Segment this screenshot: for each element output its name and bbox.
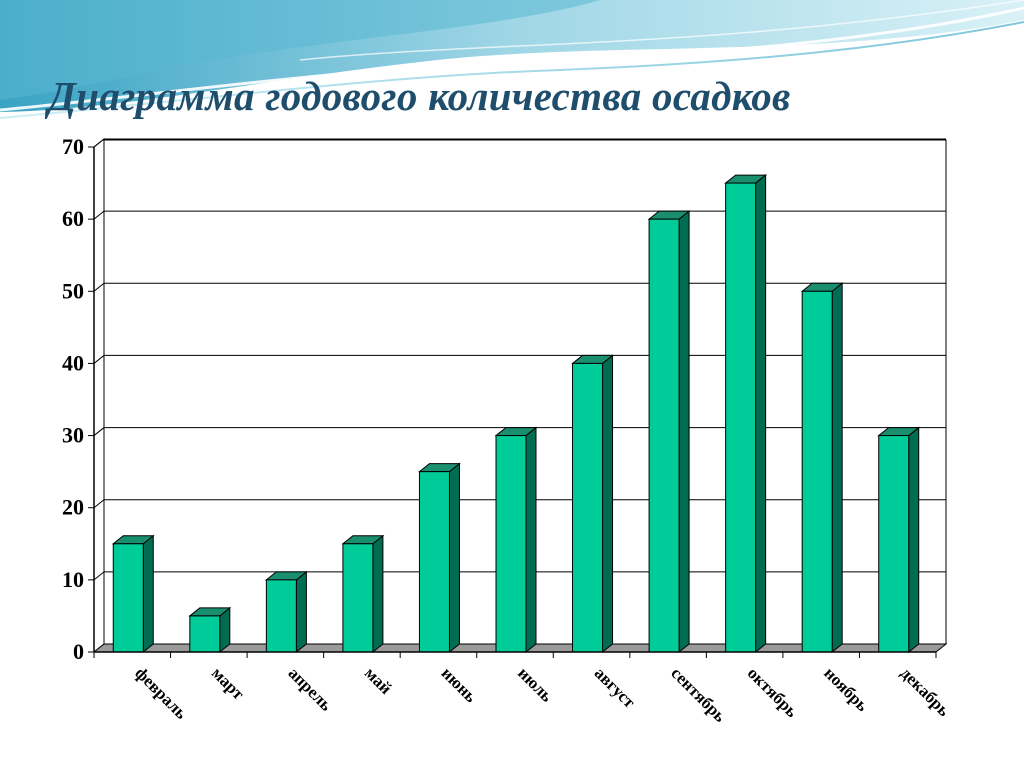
x-tick-label: октябрь	[744, 663, 802, 721]
gridline-depth	[93, 210, 105, 220]
x-tick-label: апрель	[285, 663, 336, 714]
y-tick-label: 30	[62, 423, 84, 448]
bar-front	[725, 182, 757, 653]
bar-front	[801, 290, 833, 653]
y-tick-label: 50	[62, 278, 84, 303]
gridline-depth	[93, 138, 105, 148]
bar	[418, 462, 461, 654]
bar-front	[878, 435, 910, 653]
bar-front	[418, 471, 450, 653]
bar-front	[342, 543, 374, 653]
bar-side	[908, 426, 920, 654]
bar-side	[831, 282, 843, 654]
gridline-depth	[93, 427, 105, 436]
y-axis: 0 10 20 30 40 50 60 70	[62, 134, 95, 664]
x-tick-label: май	[361, 663, 396, 698]
x-tick-label: июль	[514, 663, 556, 705]
bar	[264, 570, 308, 654]
bar	[571, 354, 614, 654]
x-tick-label: сентябрь	[667, 663, 729, 725]
gridline-depth	[93, 571, 105, 581]
x-tick-label: февраль	[131, 663, 190, 722]
bar	[188, 606, 232, 654]
bar	[341, 534, 385, 654]
bar-front	[648, 218, 680, 653]
bar	[877, 426, 921, 654]
y-tick-label: 0	[73, 639, 84, 664]
gridline-depth	[93, 499, 105, 509]
y-tick-label: 20	[62, 495, 84, 520]
y-tick-label: 40	[62, 350, 84, 375]
x-tick-label: август	[591, 663, 640, 712]
bar-side	[755, 174, 767, 654]
x-axis: февраль март апрель май июнь июль август сентяб…	[93, 651, 954, 726]
bar-front	[189, 615, 221, 653]
bars	[111, 174, 921, 654]
x-tick-label: март	[208, 663, 248, 703]
bar-side	[678, 210, 690, 654]
bar-side	[372, 534, 384, 654]
bar-side	[525, 426, 537, 654]
gridline-depth	[93, 355, 105, 364]
x-tick-label: июнь	[438, 663, 481, 706]
slide-title: Диаграмма годового количества осадков	[48, 73, 791, 119]
bar	[647, 210, 691, 654]
header-wave-banner	[0, 0, 1024, 119]
bar	[724, 174, 768, 654]
bar-front	[572, 362, 604, 653]
bar	[800, 282, 844, 654]
y-tick-label: 10	[62, 567, 84, 592]
bar-side	[448, 462, 460, 654]
bar-front	[265, 579, 297, 653]
x-tick-label: ноябрь	[820, 663, 872, 715]
bar-side	[295, 570, 307, 654]
bar-side	[142, 534, 154, 654]
bar	[494, 426, 538, 654]
plot-side-wall	[93, 137, 105, 653]
bar-side	[602, 354, 614, 654]
bar-front	[495, 435, 527, 653]
y-tick-label: 70	[62, 134, 84, 159]
gridline-depth	[93, 282, 105, 292]
bar-front	[112, 543, 144, 653]
y-tick-label: 60	[62, 206, 84, 231]
x-tick-label: декабрь	[897, 663, 954, 720]
bar	[111, 534, 155, 654]
